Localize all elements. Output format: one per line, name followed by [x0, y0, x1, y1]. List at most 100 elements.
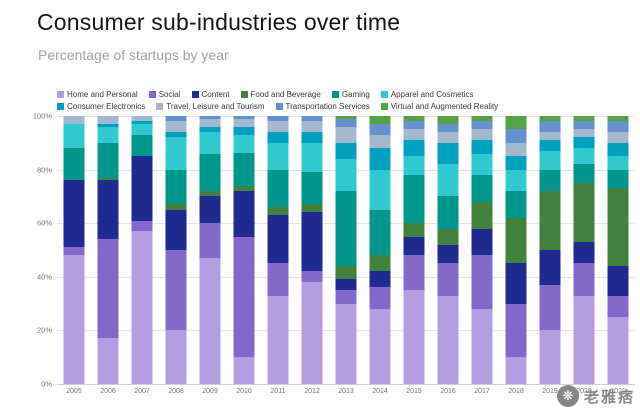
- bar-segment[interactable]: [97, 124, 119, 127]
- stacked-bar[interactable]: [369, 116, 391, 384]
- bar-segment[interactable]: [267, 207, 289, 216]
- bar-segment[interactable]: [165, 137, 187, 170]
- bar-segment[interactable]: [335, 290, 357, 304]
- bar-segment[interactable]: [505, 142, 527, 157]
- stacked-bar[interactable]: [335, 116, 357, 384]
- bar-segment[interactable]: [97, 116, 119, 125]
- bar-segment[interactable]: [301, 172, 323, 205]
- stacked-bar[interactable]: [199, 116, 221, 384]
- bar-segment[interactable]: [369, 287, 391, 309]
- bar-segment[interactable]: [403, 255, 425, 291]
- bar-segment[interactable]: [573, 121, 595, 130]
- bar-segment[interactable]: [539, 140, 561, 151]
- bar-segment[interactable]: [267, 132, 289, 143]
- bar-segment[interactable]: [607, 316, 629, 384]
- bar-segment[interactable]: [505, 191, 527, 218]
- bar-segment[interactable]: [63, 180, 85, 248]
- bar-segment[interactable]: [539, 116, 561, 122]
- stacked-bar[interactable]: [437, 116, 459, 384]
- bar-segment[interactable]: [199, 258, 221, 384]
- bar-segment[interactable]: [437, 295, 459, 384]
- bar-segment[interactable]: [335, 191, 357, 267]
- bar-segment[interactable]: [573, 263, 595, 296]
- bar-segment[interactable]: [131, 116, 153, 122]
- bar-segment[interactable]: [539, 169, 561, 192]
- bar-segment[interactable]: [165, 204, 187, 210]
- bar-segment[interactable]: [335, 118, 357, 127]
- bar-segment[interactable]: [97, 177, 119, 181]
- bar-segment[interactable]: [437, 124, 459, 133]
- bar-segment[interactable]: [505, 116, 527, 130]
- bar-segment[interactable]: [233, 116, 255, 119]
- bar-segment[interactable]: [199, 126, 221, 133]
- bar-segment[interactable]: [63, 247, 85, 256]
- bar-segment[interactable]: [131, 231, 153, 384]
- bar-segment[interactable]: [471, 140, 493, 154]
- bar-segment[interactable]: [471, 174, 493, 202]
- bar-segment[interactable]: [403, 116, 425, 122]
- bar-segment[interactable]: [369, 134, 391, 149]
- stacked-bar[interactable]: [165, 116, 187, 384]
- bar-segment[interactable]: [233, 118, 255, 127]
- bar-segment[interactable]: [471, 153, 493, 175]
- bar-segment[interactable]: [63, 255, 85, 384]
- bar-segment[interactable]: [539, 132, 561, 141]
- bar-segment[interactable]: [97, 142, 119, 178]
- bar-segment[interactable]: [369, 124, 391, 135]
- bar-segment[interactable]: [369, 308, 391, 384]
- bar-segment[interactable]: [267, 215, 289, 264]
- bar-segment[interactable]: [471, 255, 493, 309]
- bar-segment[interactable]: [505, 303, 527, 358]
- bar-segment[interactable]: [267, 263, 289, 296]
- bar-segment[interactable]: [335, 126, 357, 143]
- bar-segment[interactable]: [199, 196, 221, 224]
- bar-segment[interactable]: [131, 121, 153, 125]
- bar-segment[interactable]: [505, 263, 527, 304]
- bar-segment[interactable]: [539, 150, 561, 170]
- bar-segment[interactable]: [539, 249, 561, 285]
- bar-segment[interactable]: [165, 169, 187, 205]
- bar-segment[interactable]: [233, 134, 255, 154]
- bar-segment[interactable]: [131, 156, 153, 221]
- bar-segment[interactable]: [233, 357, 255, 384]
- bar-segment[interactable]: [369, 271, 391, 288]
- stacked-bar[interactable]: [131, 116, 153, 384]
- bar-segment[interactable]: [573, 164, 595, 183]
- bar-segment[interactable]: [335, 279, 357, 291]
- bar-segment[interactable]: [369, 116, 391, 125]
- bar-segment[interactable]: [437, 244, 459, 264]
- bar-segment[interactable]: [97, 180, 119, 240]
- bar-segment[interactable]: [335, 116, 357, 119]
- bar-segment[interactable]: [233, 185, 255, 191]
- bar-segment[interactable]: [573, 148, 595, 165]
- bar-segment[interactable]: [301, 212, 323, 272]
- bar-segment[interactable]: [233, 191, 255, 237]
- bar-segment[interactable]: [403, 140, 425, 157]
- stacked-bar[interactable]: [403, 116, 425, 384]
- stacked-bar[interactable]: [505, 116, 527, 384]
- bar-segment[interactable]: [165, 121, 187, 133]
- bar-segment[interactable]: [437, 132, 459, 143]
- bar-segment[interactable]: [505, 129, 527, 143]
- bar-segment[interactable]: [267, 116, 289, 122]
- bar-segment[interactable]: [165, 249, 187, 331]
- bar-segment[interactable]: [267, 295, 289, 384]
- bar-segment[interactable]: [233, 153, 255, 186]
- bar-segment[interactable]: [199, 223, 221, 258]
- bar-segment[interactable]: [131, 124, 153, 135]
- stacked-bar[interactable]: [539, 116, 561, 384]
- bar-segment[interactable]: [301, 116, 323, 122]
- bar-segment[interactable]: [63, 148, 85, 181]
- bar-segment[interactable]: [267, 169, 289, 208]
- bar-segment[interactable]: [233, 126, 255, 135]
- bar-segment[interactable]: [369, 169, 391, 210]
- bar-segment[interactable]: [131, 134, 153, 157]
- stacked-bar[interactable]: [471, 116, 493, 384]
- bar-segment[interactable]: [369, 148, 391, 170]
- bar-segment[interactable]: [471, 116, 493, 122]
- bar-segment[interactable]: [539, 191, 561, 250]
- bar-segment[interactable]: [471, 121, 493, 130]
- bar-segment[interactable]: [607, 121, 629, 133]
- bar-segment[interactable]: [335, 142, 357, 159]
- bar-segment[interactable]: [505, 156, 527, 170]
